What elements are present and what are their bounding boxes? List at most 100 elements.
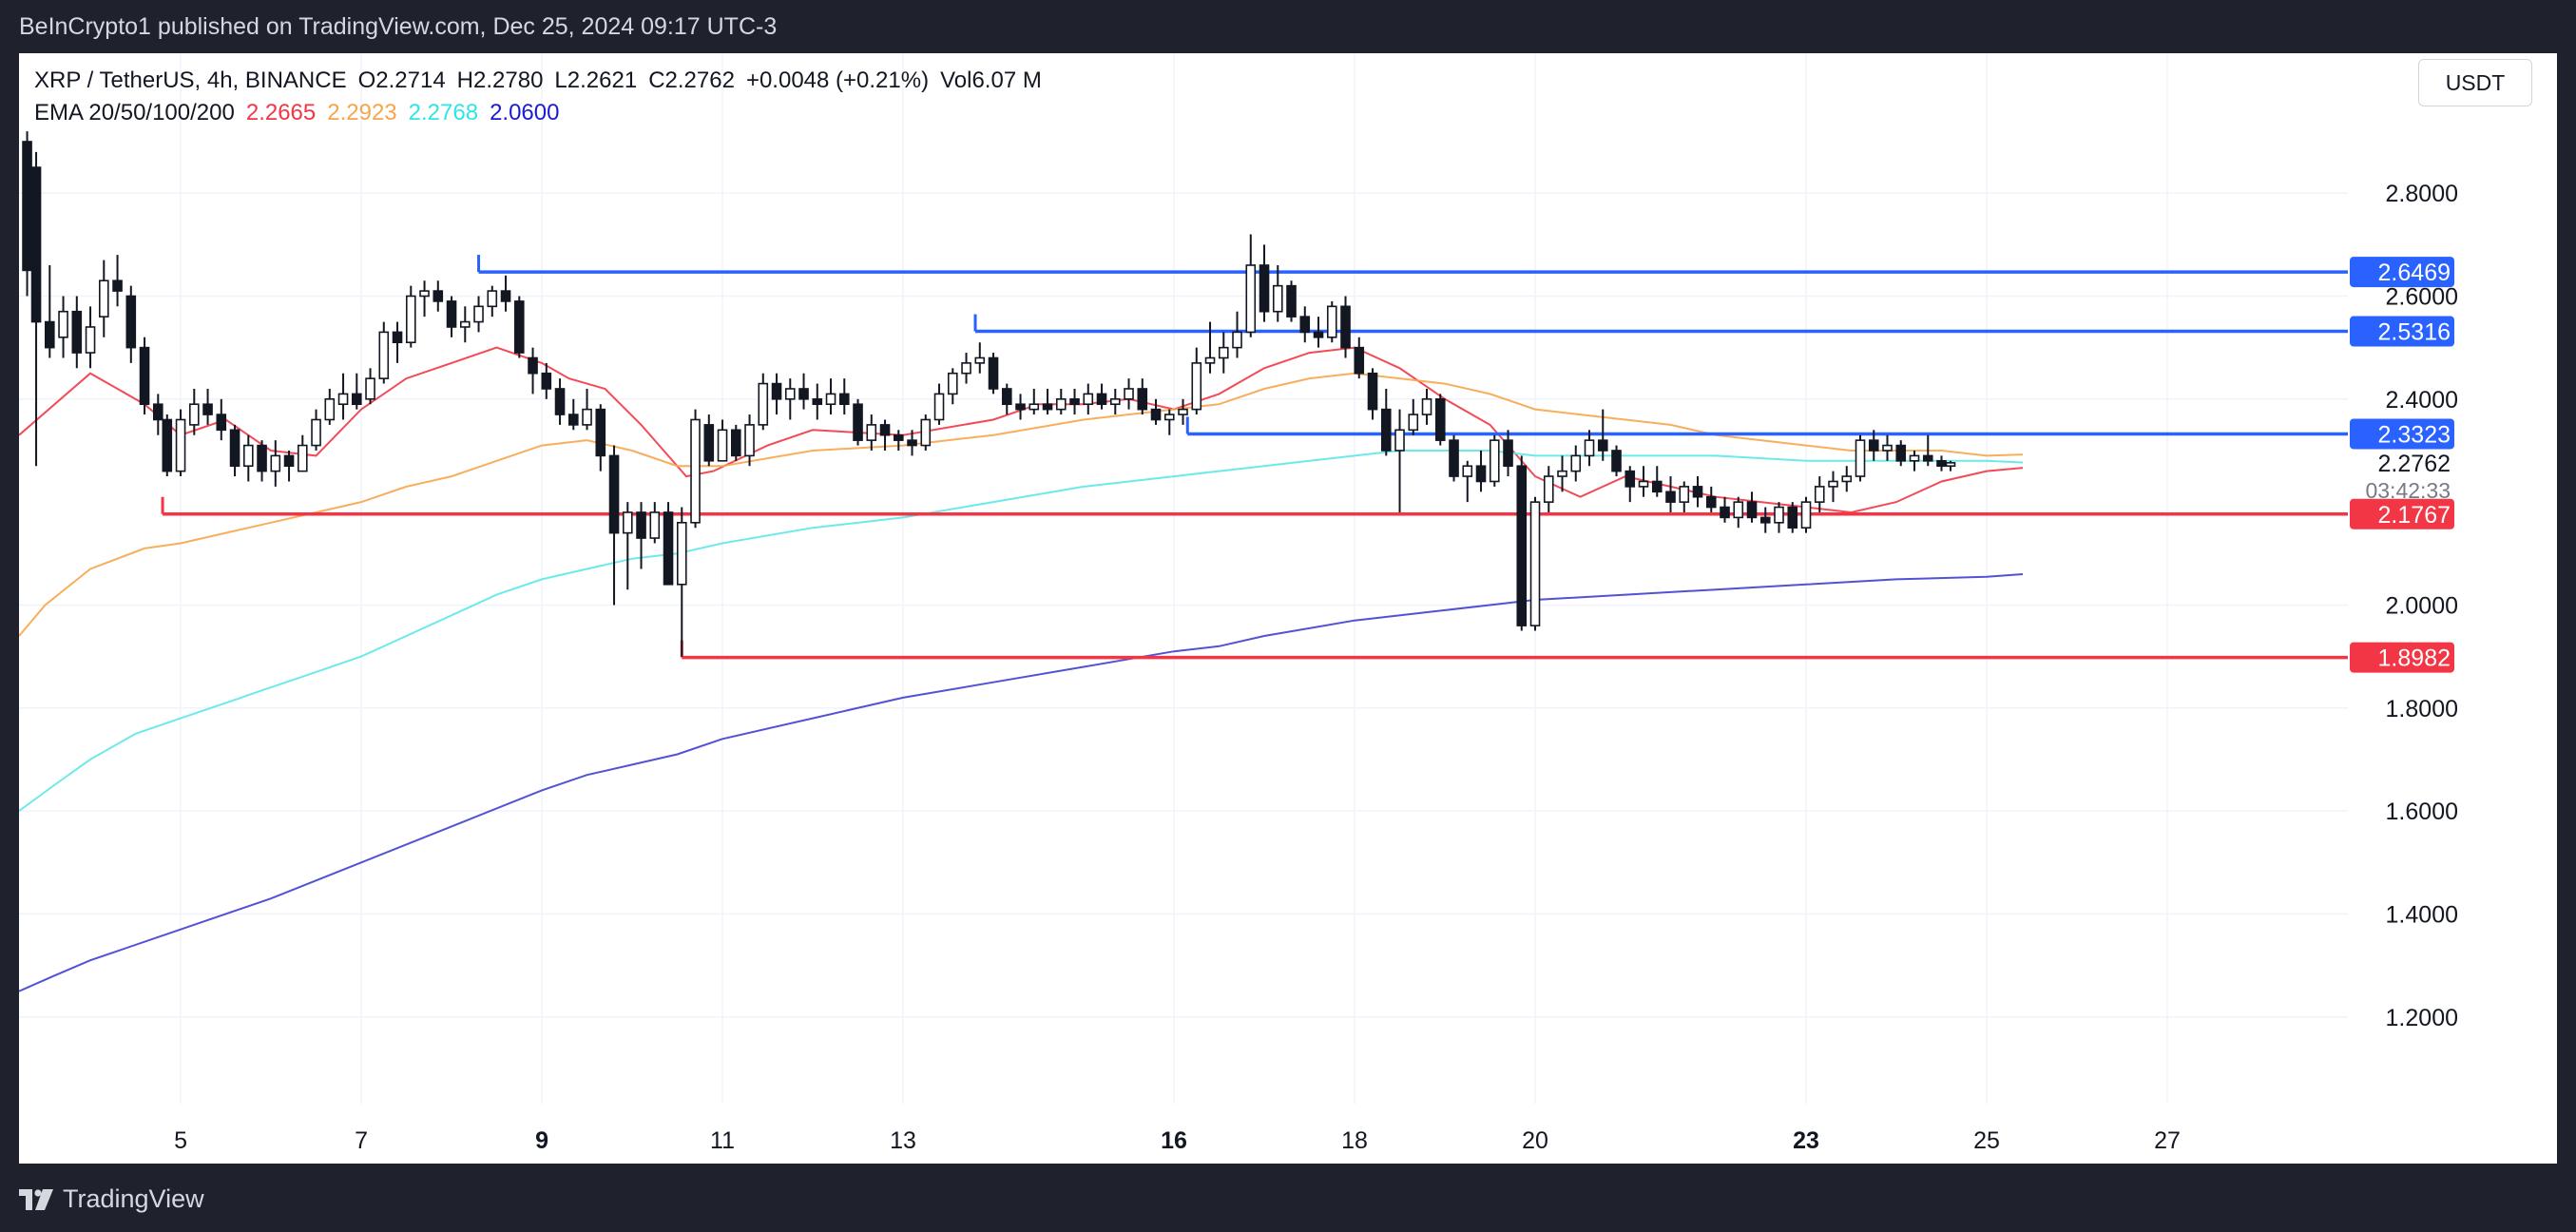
candle xyxy=(1178,398,1188,425)
candle xyxy=(974,342,986,374)
candle-body-down xyxy=(812,398,823,406)
candle-body-up xyxy=(324,398,336,421)
candle xyxy=(554,378,566,425)
candle xyxy=(1462,460,1473,503)
candle xyxy=(1259,244,1270,322)
candle xyxy=(838,378,850,415)
candle-body-up xyxy=(1638,480,1649,488)
candle xyxy=(933,383,945,425)
candle-body-down xyxy=(1475,465,1487,483)
candle-body-up xyxy=(1909,454,1920,462)
candle-body-down xyxy=(1665,491,1676,503)
tradingview-brand[interactable]: TradingView xyxy=(19,1184,204,1214)
x-tick-label: 20 xyxy=(1522,1127,1548,1154)
candle xyxy=(1651,466,1663,497)
candle-body-down xyxy=(838,393,850,406)
volume-value: 6.07 M xyxy=(971,67,1042,93)
candle-body-down xyxy=(112,279,123,292)
candle xyxy=(1936,455,1947,472)
candle xyxy=(405,285,416,348)
candle xyxy=(1516,455,1528,631)
candle xyxy=(1800,496,1812,533)
candle-body-down xyxy=(1096,393,1107,406)
candle xyxy=(812,383,823,420)
candle xyxy=(798,373,809,410)
candle-body-down xyxy=(1705,495,1717,509)
candle xyxy=(152,394,163,435)
candle-body-down xyxy=(1137,388,1148,411)
candle-body-down xyxy=(1624,470,1636,488)
chart-panel[interactable]: 2.8000 2.6000 2.4000 2.0000 1.8000 1.6000 1.40… xyxy=(19,53,2557,1164)
candle xyxy=(1380,388,1392,456)
candle xyxy=(758,373,769,431)
candle xyxy=(622,502,633,590)
candle-body-up xyxy=(337,393,349,406)
candle-body-up xyxy=(1800,501,1812,529)
candle-body-up xyxy=(1028,403,1040,411)
candle-body-up xyxy=(1163,414,1175,421)
candle xyxy=(1434,394,1446,446)
x-tick-label: 16 xyxy=(1161,1127,1187,1154)
candle-body-down xyxy=(1042,403,1053,411)
currency-button[interactable]: USDT xyxy=(2418,59,2532,106)
candle xyxy=(947,368,958,405)
open-value: 2.2714 xyxy=(375,67,446,93)
candle-body-down xyxy=(152,403,163,421)
candle-body-down xyxy=(1380,408,1392,452)
y-tick-label: 1.8000 xyxy=(2386,696,2458,722)
candle-body-down xyxy=(1286,284,1297,318)
candle-body-down xyxy=(1503,439,1513,468)
candle-body-down xyxy=(567,414,579,426)
candle-body-up xyxy=(1109,398,1121,406)
symbol-label[interactable]: XRP / TetherUS, 4h, BINANCE xyxy=(34,67,347,93)
candle-body-up xyxy=(1529,501,1541,626)
resistance-level-badge xyxy=(2350,257,2454,288)
x-tick-label: 27 xyxy=(2154,1127,2181,1154)
level-badge-label: 2.5316 xyxy=(2378,319,2451,346)
candle xyxy=(1232,311,1242,358)
candle xyxy=(893,430,904,451)
candle-body-down xyxy=(730,429,741,457)
candle xyxy=(1882,434,1893,461)
candle-body-up xyxy=(1394,429,1405,452)
candle xyxy=(297,434,308,472)
candle-body-down xyxy=(1367,372,1378,411)
level-badge-label: 2.3323 xyxy=(2378,421,2451,448)
candle xyxy=(1015,394,1026,420)
candle xyxy=(1746,491,1758,523)
candle xyxy=(1313,317,1324,348)
candle xyxy=(636,502,646,569)
candle xyxy=(44,264,55,358)
candle xyxy=(229,424,240,477)
candle-body-up xyxy=(297,444,308,472)
candle xyxy=(392,321,403,363)
close-label: C xyxy=(648,67,665,93)
x-tick-label: 5 xyxy=(174,1127,187,1154)
candle-body-down xyxy=(257,444,267,472)
grid-layer xyxy=(19,53,2348,1104)
candle-body-up xyxy=(1679,486,1690,503)
candle-body-up xyxy=(649,511,661,539)
candle xyxy=(1083,383,1094,415)
ema-label[interactable]: EMA 20/50/100/200 xyxy=(34,100,235,125)
candle-body-down xyxy=(771,382,782,400)
ema20-value: 2.2665 xyxy=(245,100,317,125)
candle-body-up xyxy=(974,356,986,364)
candle xyxy=(1624,466,1636,503)
candle-body-down xyxy=(1069,398,1080,406)
candle-body-down xyxy=(907,439,917,447)
candle xyxy=(1489,434,1500,487)
candle xyxy=(1611,445,1622,477)
candle-body-up xyxy=(1232,331,1242,349)
candle-body-up xyxy=(717,429,728,462)
level-layer xyxy=(161,255,2348,660)
candle-body-up xyxy=(419,290,430,298)
candle xyxy=(1367,368,1378,420)
candle xyxy=(744,414,755,467)
x-tick-label: 25 xyxy=(1973,1127,2000,1154)
candle xyxy=(1841,466,1853,492)
x-tick-label: 18 xyxy=(1341,1127,1368,1154)
candle-body-down xyxy=(1895,444,1907,462)
candle xyxy=(22,131,32,297)
price-chart[interactable]: 2.8000 2.6000 2.4000 2.0000 1.8000 1.6000 1.40… xyxy=(19,53,2557,1164)
